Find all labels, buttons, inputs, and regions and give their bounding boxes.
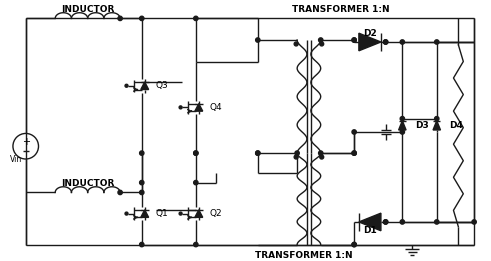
Polygon shape (195, 210, 203, 217)
Circle shape (139, 242, 144, 247)
Circle shape (400, 220, 405, 224)
Text: Q3: Q3 (156, 81, 168, 90)
Polygon shape (399, 121, 406, 130)
Circle shape (139, 190, 144, 195)
Circle shape (294, 42, 298, 46)
Polygon shape (141, 210, 149, 217)
Polygon shape (359, 213, 381, 231)
Text: INDUCTOR: INDUCTOR (61, 179, 114, 188)
Circle shape (435, 40, 439, 44)
Circle shape (193, 16, 198, 21)
Text: D3: D3 (415, 121, 429, 130)
Circle shape (193, 180, 198, 185)
Circle shape (352, 130, 356, 134)
Circle shape (320, 42, 324, 46)
Circle shape (256, 38, 260, 42)
Circle shape (383, 220, 388, 224)
Circle shape (352, 38, 356, 42)
Circle shape (179, 106, 182, 109)
Circle shape (256, 151, 260, 155)
Circle shape (295, 151, 300, 155)
Polygon shape (195, 104, 203, 111)
Polygon shape (141, 82, 149, 90)
Circle shape (472, 220, 476, 224)
Text: D1: D1 (363, 226, 377, 235)
Circle shape (319, 151, 323, 155)
Polygon shape (433, 121, 440, 130)
Circle shape (352, 151, 356, 155)
Circle shape (383, 40, 388, 44)
Circle shape (352, 242, 356, 247)
Circle shape (400, 116, 405, 121)
Circle shape (400, 40, 405, 44)
Circle shape (193, 151, 198, 155)
Circle shape (193, 242, 198, 247)
Circle shape (118, 16, 122, 21)
Circle shape (125, 84, 128, 87)
Circle shape (383, 220, 388, 224)
Text: INDUCTOR: INDUCTOR (61, 5, 114, 14)
Text: D4: D4 (450, 121, 464, 130)
Circle shape (435, 220, 439, 224)
Text: Vin: Vin (9, 156, 22, 164)
Circle shape (320, 155, 324, 159)
Circle shape (179, 212, 182, 215)
Text: +: + (22, 137, 30, 147)
Circle shape (139, 180, 144, 185)
Circle shape (139, 151, 144, 155)
Text: D2: D2 (363, 29, 377, 38)
Circle shape (352, 242, 356, 247)
Circle shape (383, 40, 388, 44)
Text: Q2: Q2 (210, 209, 222, 218)
Circle shape (256, 151, 260, 155)
Circle shape (319, 38, 323, 42)
Circle shape (125, 212, 128, 215)
Text: TRANSFORMER 1:N: TRANSFORMER 1:N (292, 5, 389, 14)
Circle shape (294, 155, 298, 159)
Circle shape (435, 116, 439, 121)
Circle shape (400, 130, 405, 134)
Text: Q4: Q4 (210, 103, 222, 112)
Circle shape (352, 38, 356, 42)
Circle shape (139, 16, 144, 21)
Circle shape (118, 190, 122, 195)
Circle shape (352, 151, 356, 155)
Circle shape (193, 151, 198, 155)
Polygon shape (359, 33, 381, 51)
Text: Q1: Q1 (156, 209, 168, 218)
Text: TRANSFORMER 1:N: TRANSFORMER 1:N (255, 251, 353, 260)
